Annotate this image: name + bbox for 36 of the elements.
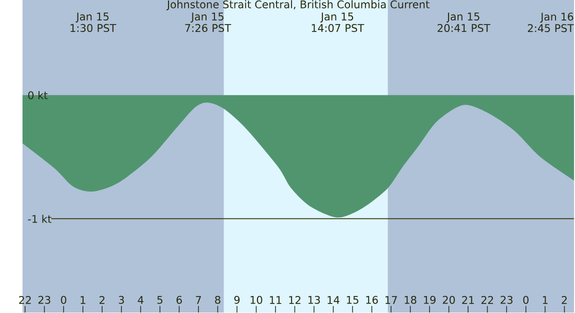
x-tick-label: 12: [289, 296, 300, 304]
x-tick-label: 19: [424, 296, 436, 304]
annotation: Jan 15 20:41 PST: [438, 12, 490, 32]
x-tick-label: 14: [328, 296, 340, 304]
x-tick-label: 8: [215, 296, 220, 304]
x-tick-label: 23: [38, 296, 50, 304]
y-tick-label: -1 kt: [28, 214, 52, 223]
x-tick-label: 22: [19, 296, 31, 304]
x-tick-label: 22: [481, 296, 494, 304]
x-tick-label: 18: [404, 296, 416, 304]
x-tick-label: 9: [234, 296, 240, 304]
x-tick-label: 10: [250, 296, 262, 304]
x-tick-label: 21: [462, 296, 474, 304]
x-tick-label: 13: [308, 296, 320, 304]
x-tick-label: 7: [196, 296, 201, 304]
x-tick-label: 16: [366, 296, 378, 304]
annotation: Jan 16 2:45 PST: [528, 12, 574, 32]
x-tick-label: 11: [270, 296, 282, 304]
x-tick-label: 6: [176, 296, 182, 304]
x-tick-label: 5: [157, 296, 162, 304]
x-tick-label: 15: [346, 296, 358, 304]
x-tick-label: 2: [562, 296, 567, 304]
x-tick-label: 17: [386, 296, 397, 304]
x-tick-label: 20: [442, 296, 455, 304]
x-tick-label: 1: [542, 296, 548, 304]
x-tick-label: 23: [500, 296, 512, 304]
annotation: Jan 15 7:26 PST: [185, 12, 232, 32]
x-tick-label: 0: [60, 296, 66, 304]
annotation: Jan 15 14:07 PST: [312, 12, 364, 32]
chart-title: Johnstone Strait Central, British Columbia Current: [166, 0, 430, 10]
x-tick-label: 2: [100, 296, 104, 304]
x-tick-label: 0: [523, 296, 529, 304]
x-tick-label: 4: [138, 296, 144, 304]
x-tick-label: 3: [118, 296, 124, 304]
x-tick-label: 1: [80, 296, 86, 304]
annotation: Jan 15 1:30 PST: [70, 12, 116, 32]
